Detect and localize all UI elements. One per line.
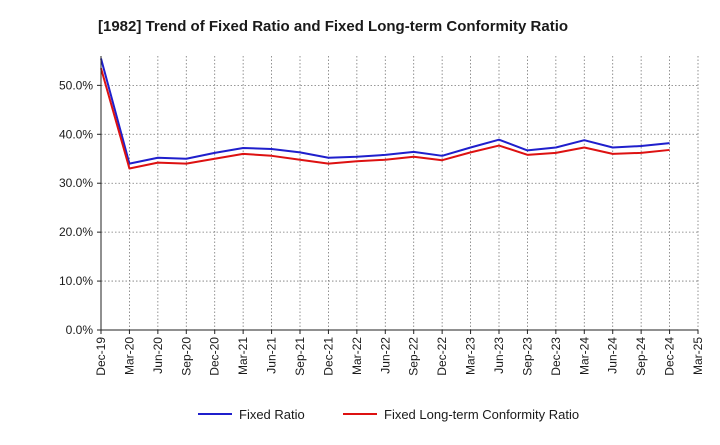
- x-tick-label: Jun-23: [492, 337, 506, 374]
- x-tick-label: Sep-22: [407, 337, 421, 376]
- chart-title: [1982] Trend of Fixed Ratio and Fixed Lo…: [98, 18, 568, 35]
- x-tick-label: Sep-24: [634, 337, 648, 376]
- x-tick-label: Dec-22: [435, 337, 449, 376]
- y-tick-label: 20.0%: [59, 225, 93, 239]
- y-tick-label: 30.0%: [59, 176, 93, 190]
- series-line-2: [100, 67, 670, 170]
- y-tick-label: 10.0%: [59, 274, 93, 288]
- series-layer: [100, 58, 670, 170]
- x-tick-label: Sep-20: [179, 337, 193, 376]
- x-tick-label: Mar-21: [236, 337, 250, 375]
- x-tick-label: Jun-20: [151, 337, 165, 374]
- legend-label-2: Fixed Long-term Conformity Ratio: [384, 407, 579, 422]
- legend: Fixed Ratio Fixed Long-term Conformity Ra…: [198, 407, 579, 422]
- x-tick-label: Sep-23: [520, 337, 534, 376]
- x-tick-label: Jun-22: [378, 337, 392, 374]
- x-tick-label: Dec-23: [549, 337, 563, 376]
- x-tick-label: Mar-25: [691, 337, 705, 375]
- x-tick-label: Dec-20: [208, 337, 222, 376]
- x-tick-label: Dec-21: [321, 337, 335, 376]
- series-line-1: [100, 58, 670, 165]
- x-tick-label: Dec-19: [94, 337, 108, 376]
- x-tick-label: Mar-23: [464, 337, 478, 375]
- x-tick-label: Dec-24: [663, 337, 677, 376]
- axes-layer: 0.0% 10.0% 20.0% 30.0% 40.0% 50.0% Dec-19 Mar-2…: [59, 56, 705, 376]
- x-tick-label: Mar-22: [350, 337, 364, 375]
- x-tick-label: Jun-21: [265, 337, 279, 374]
- x-tick-label: Sep-21: [293, 337, 307, 376]
- x-tick-label: Mar-24: [577, 337, 591, 375]
- y-tick-label: 50.0%: [59, 78, 93, 92]
- y-tick-label: 0.0%: [66, 323, 94, 337]
- grid-layer: [101, 56, 699, 330]
- y-tick-label: 40.0%: [59, 127, 93, 141]
- legend-label-1: Fixed Ratio: [239, 407, 305, 422]
- x-tick-label: Mar-20: [122, 337, 136, 375]
- x-tick-label: Jun-24: [606, 337, 620, 374]
